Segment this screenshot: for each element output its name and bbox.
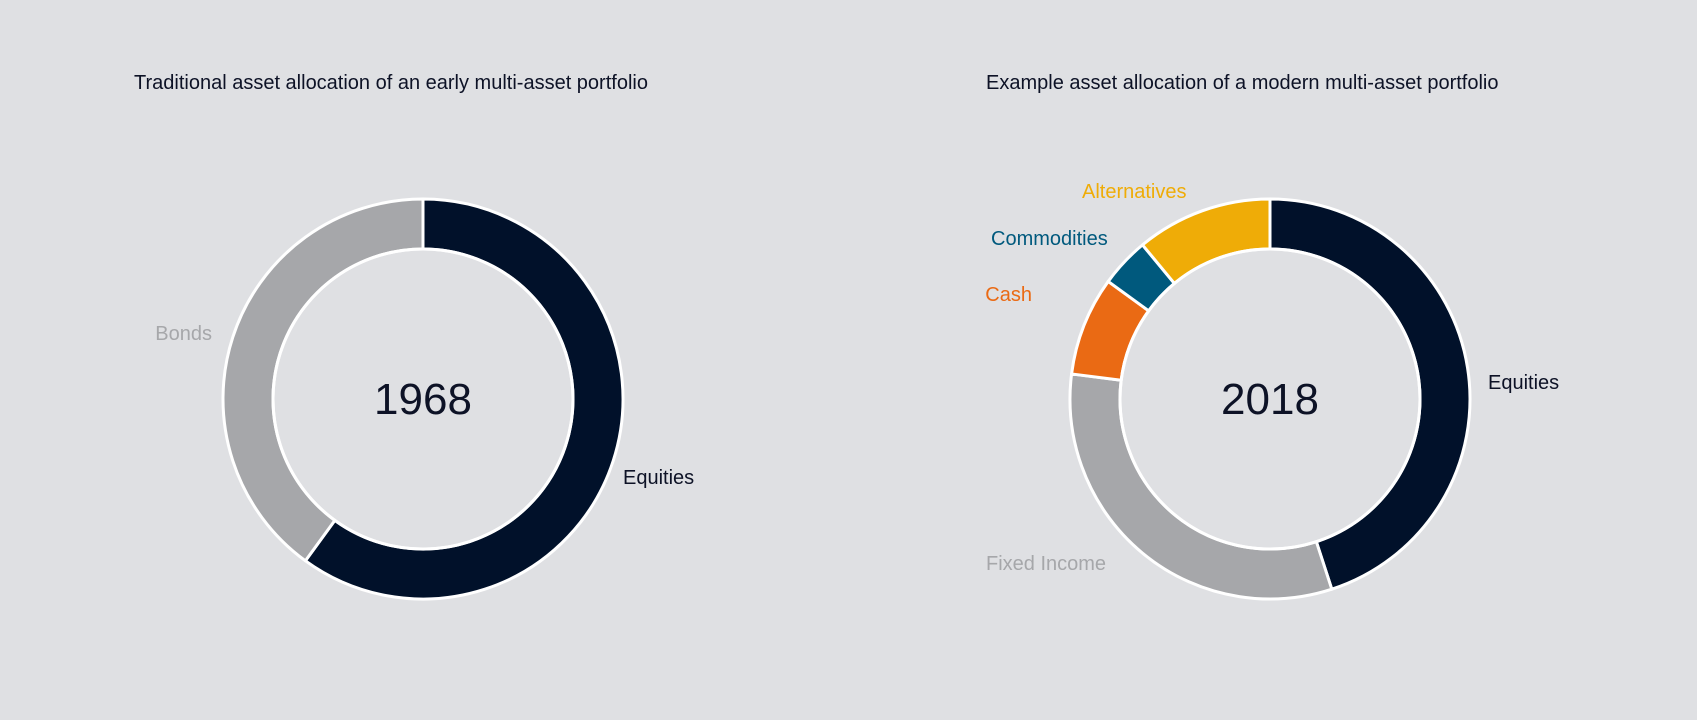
donut-inner-ring xyxy=(271,247,575,551)
slice-label-alternatives: Alternatives xyxy=(1082,181,1187,203)
donut-inner-ring xyxy=(1118,247,1422,551)
slice-label-bonds: Bonds xyxy=(155,323,212,345)
chart-title: Traditional asset allocation of an early… xyxy=(134,72,648,94)
center-year-label: 2018 xyxy=(1221,375,1319,424)
slice-label-cash: Cash xyxy=(985,284,1032,306)
slice-label-equities: Equities xyxy=(623,467,694,489)
slice-label-fixed-income: Fixed Income xyxy=(986,553,1106,575)
chart-panel-2018: Example asset allocation of a modern mul… xyxy=(848,0,1696,720)
center-year-label: 1968 xyxy=(374,375,472,424)
slice-label-commodities: Commodities xyxy=(991,228,1108,250)
donut-chart-1968: 1968 Equities Bonds xyxy=(155,197,694,601)
donut-chart-2018: 2018 Equities Fixed Income Cash Commodities A… xyxy=(985,181,1559,601)
chart-title: Example asset allocation of a modern mul… xyxy=(986,72,1499,94)
slice-label-equities: Equities xyxy=(1488,372,1559,394)
chart-panel-1968: Traditional asset allocation of an early… xyxy=(0,0,848,720)
